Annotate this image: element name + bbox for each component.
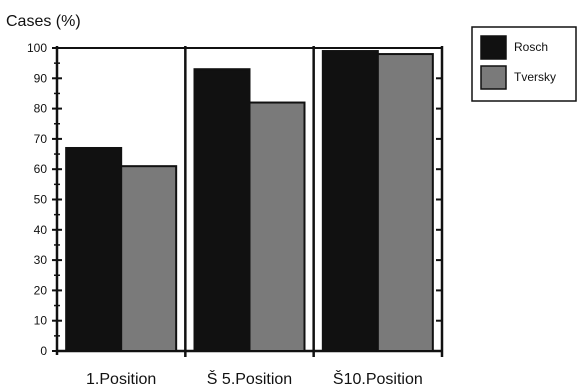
bars (65, 50, 434, 353)
y-tick-label: 90 (34, 71, 48, 85)
y-tick-label: 40 (34, 223, 48, 237)
x-tick-label: 1.Position (86, 371, 156, 387)
legend: Rosch Tversky (471, 26, 577, 102)
y-tick-label: 80 (34, 102, 48, 116)
x-tick-labels: 1.Position Š 5.Position Š10.Position (86, 369, 423, 387)
legend-label-rosch: Rosch (514, 40, 548, 54)
bar-tversky (120, 165, 178, 352)
y-tick-label: 10 (34, 314, 48, 328)
y-tick-label: 0 (40, 344, 47, 358)
y-axis: 0 10 20 30 40 50 60 70 80 90 100 (27, 41, 62, 358)
legend-label-tversky: Tversky (514, 70, 556, 84)
x-tick-label: Š 5.Position (207, 369, 292, 387)
bar-rosch (65, 146, 123, 352)
x-tick-label: Š10.Position (333, 369, 423, 387)
bar-tversky (376, 53, 434, 353)
legend-swatch-rosch (480, 35, 507, 60)
bar-rosch (321, 50, 379, 352)
legend-swatch-tversky (480, 65, 507, 90)
y-tick-label: 60 (34, 162, 48, 176)
bar-rosch (193, 68, 251, 353)
y-tick-label: 70 (34, 132, 48, 146)
y-tick-label: 50 (34, 193, 48, 207)
y-tick-label: 100 (27, 41, 47, 55)
y-tick-label: 30 (34, 253, 48, 267)
y-axis-label: Cases (%) (6, 13, 81, 30)
bar-tversky (248, 101, 306, 353)
y-tick-label: 20 (34, 283, 48, 297)
